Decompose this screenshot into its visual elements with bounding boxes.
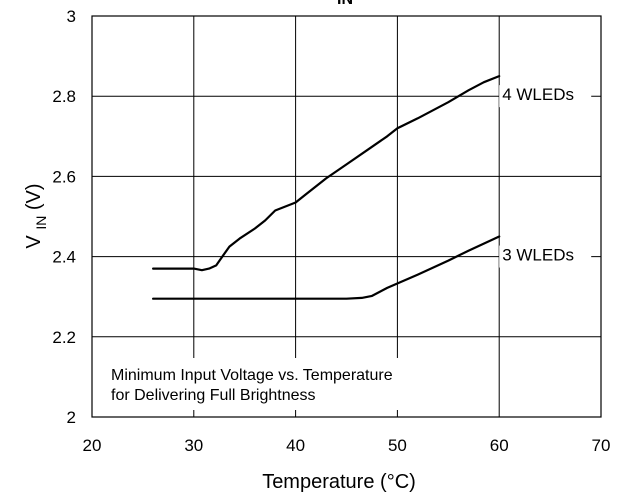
series-layer: 4 WLEDs 3 WLEDs (152, 74, 592, 300)
y-axis-label: V IN (V) (23, 183, 51, 248)
y-axis-label-sub: IN (33, 216, 49, 230)
x-tick-label-3: 50 (388, 436, 407, 455)
series-label-0: 4 WLEDs (502, 85, 574, 104)
y-axis-unit: (V) (23, 183, 45, 210)
x-tick-label-0: 20 (83, 436, 102, 455)
x-tick-label-2: 40 (286, 436, 305, 455)
series-line-0 (152, 74, 501, 272)
series-label-bg-1 (499, 245, 592, 268)
x-tick-label-4: 60 (490, 436, 509, 455)
series-label-bg-0 (499, 85, 592, 108)
annotation-background (95, 358, 495, 410)
y-tick-label-0: 2 (67, 408, 76, 427)
chart-title: IN (337, 0, 353, 8)
y-tick-label-4: 2.8 (52, 87, 76, 106)
ticks: 20 30 40 50 60 70 2 2.2 2.4 2.6 2.8 3 (52, 7, 610, 455)
series-line-1 (152, 235, 501, 300)
annotation-line-1: Minimum Input Voltage vs. Temperature (111, 367, 393, 384)
y-tick-label-2: 2.4 (52, 248, 76, 267)
y-axis-label-main: V (23, 235, 45, 249)
y-tick-label-1: 2.2 (52, 328, 76, 347)
x-tick-label-1: 30 (184, 436, 203, 455)
chart-annotation: Minimum Input Voltage vs. Temperature fo… (95, 358, 495, 410)
x-axis-label: Temperature (°C) (262, 471, 416, 493)
y-tick-label-5: 3 (67, 7, 76, 26)
annotation-line-2: for Delivering Full Brightness (111, 387, 316, 404)
plot-frame (91, 15, 602, 418)
x-axis-label-text: Temperature (262, 471, 374, 493)
y-tick-label-3: 2.6 (52, 167, 76, 186)
x-axis-unit: (°C) (380, 471, 416, 493)
grid (91, 15, 602, 418)
x-tick-label-5: 70 (592, 436, 611, 455)
series-label-1: 3 WLEDs (502, 246, 574, 265)
